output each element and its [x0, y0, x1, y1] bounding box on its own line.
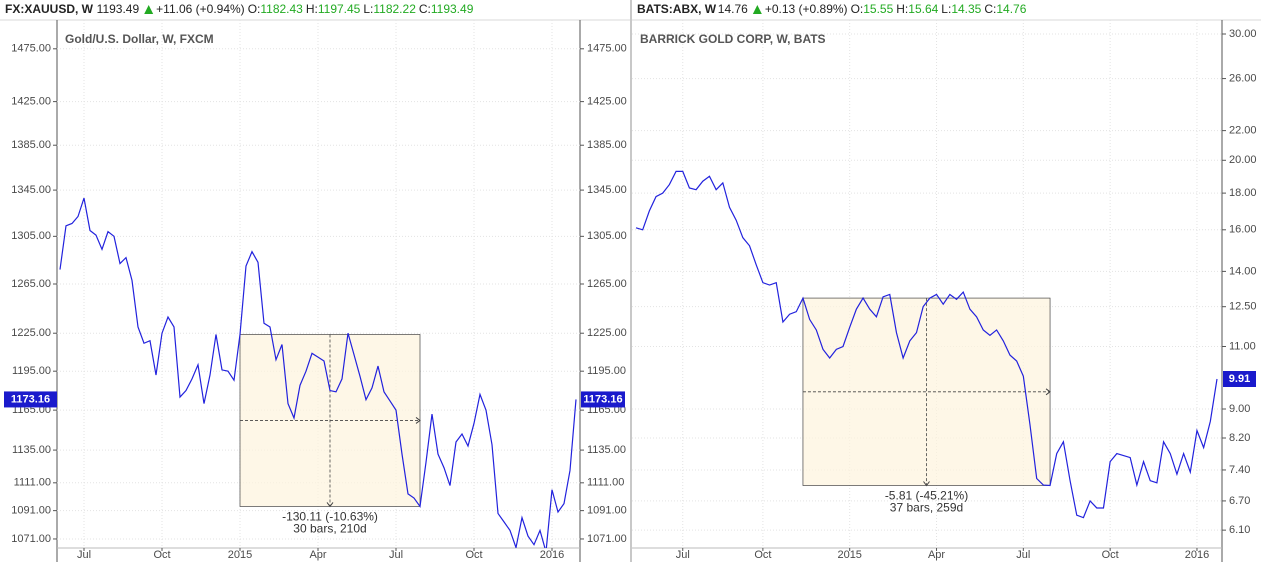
- header-text: O:: [851, 2, 864, 16]
- y-tick-label: 1225.00: [11, 327, 51, 339]
- measure-arrow: [1045, 388, 1051, 396]
- x-tick-label: Oct: [465, 549, 482, 561]
- y-tick-label: 1071.00: [11, 533, 51, 545]
- y-tick-label: 1385.00: [587, 139, 627, 151]
- y-tick-label: 8.20: [1229, 432, 1250, 444]
- y-tick-label: 30.00: [1229, 28, 1257, 40]
- header-text: 1193.49: [97, 2, 140, 16]
- measure-label: -5.81 (-45.21%): [885, 489, 968, 503]
- measure-label: 30 bars, 210d: [293, 522, 366, 536]
- y-tick-label: 1195.00: [12, 365, 51, 377]
- y-tick-label: 1425.00: [11, 96, 51, 108]
- measure-arrow: [415, 417, 421, 424]
- y-tick-label: 1135.00: [587, 444, 626, 456]
- header-text: L:: [941, 2, 951, 16]
- y-tick-label: 1091.00: [11, 505, 51, 517]
- y-tick-label: 1111.00: [14, 477, 51, 489]
- x-tick-label: 2015: [228, 549, 252, 561]
- price-badge: [4, 391, 57, 408]
- x-tick-label: Oct: [754, 549, 771, 561]
- y-tick-label: 1265.00: [587, 278, 627, 290]
- y-tick-label: 26.00: [1229, 72, 1257, 84]
- x-tick-label: Jul: [77, 549, 91, 561]
- x-tick-label: 2016: [540, 549, 564, 561]
- x-tick-label: Oct: [153, 549, 170, 561]
- measure-label: 37 bars, 259d: [890, 501, 963, 515]
- x-tick-label: 2015: [837, 549, 861, 561]
- y-tick-label: 20.00: [1229, 154, 1257, 166]
- y-tick-label: 7.40: [1229, 464, 1250, 476]
- measure-label: -130.11 (-10.63%): [282, 510, 378, 524]
- header-text: 1182.22: [373, 2, 416, 16]
- y-tick-label: 1305.00: [11, 230, 51, 242]
- header-text: 1193.49: [431, 2, 474, 16]
- header-text: H:: [306, 2, 318, 16]
- header-text: +0.13 (+0.89%): [765, 2, 848, 16]
- y-tick-label: 1385.00: [11, 139, 51, 151]
- y-tick-label: 6.10: [1229, 524, 1250, 536]
- y-tick-label: 12.50: [1229, 301, 1257, 313]
- y-tick-label: 1071.00: [587, 533, 627, 545]
- header-text: L:: [363, 2, 373, 16]
- header-text: FX:XAUUSD, W: [5, 2, 94, 16]
- header-text: 1197.45: [318, 2, 361, 16]
- x-tick-label: Apr: [309, 549, 326, 561]
- y-tick-label: 16.00: [1229, 224, 1257, 236]
- x-tick-label: Jul: [389, 549, 403, 561]
- y-tick-label: 1135.00: [12, 444, 51, 456]
- header-text: H:: [896, 2, 908, 16]
- header-text: 14.35: [951, 2, 981, 16]
- measure-arrow: [923, 481, 930, 487]
- y-tick-label: 18.00: [1229, 187, 1257, 199]
- y-tick-label: 1091.00: [587, 505, 627, 517]
- x-tick-label: Apr: [928, 549, 945, 561]
- header-text: 15.55: [863, 2, 893, 16]
- price-badge-label: 1173.16: [11, 393, 50, 405]
- header-text: C:: [984, 2, 996, 16]
- y-tick-label: 1345.00: [587, 184, 627, 196]
- price-badge: [581, 391, 625, 408]
- price-badge: [1223, 370, 1256, 387]
- price-line: [59, 197, 577, 548]
- header-text: 14.76: [996, 2, 1026, 16]
- y-tick-label: 6.70: [1229, 495, 1250, 507]
- chart-title: BARRICK GOLD CORP, W, BATS: [640, 32, 826, 46]
- y-tick-label: 1425.00: [587, 96, 627, 108]
- up-arrow: [144, 5, 154, 14]
- y-tick-label: 1195.00: [587, 365, 626, 377]
- measure-arrow: [326, 502, 334, 508]
- y-tick-label: 1475.00: [11, 43, 51, 55]
- y-tick-label: 11.00: [1229, 340, 1256, 352]
- x-tick-label: 2016: [1185, 549, 1209, 561]
- y-tick-label: 1225.00: [587, 327, 627, 339]
- header-text: BATS:ABX, W: [637, 2, 717, 16]
- x-tick-label: Oct: [1102, 549, 1119, 561]
- x-tick-label: Jul: [1016, 549, 1030, 561]
- header-text: 1182.43: [260, 2, 303, 16]
- x-tick-label: Jul: [676, 549, 690, 561]
- header-text: O:: [248, 2, 261, 16]
- header-text: +11.06 (+0.94%): [156, 2, 245, 16]
- y-tick-label: 1475.00: [587, 43, 627, 55]
- price-badge-label: 9.91: [1229, 373, 1250, 385]
- y-tick-label: 1111.00: [587, 477, 624, 489]
- y-tick-label: 1305.00: [587, 230, 627, 242]
- up-arrow: [752, 5, 762, 14]
- price-line: [635, 170, 1218, 519]
- header-text: C:: [419, 2, 431, 16]
- y-tick-label: 14.00: [1229, 265, 1257, 277]
- header-text: 14.76: [718, 2, 748, 16]
- header-text: 15.64: [908, 2, 938, 16]
- chart-title: Gold/U.S. Dollar, W, FXCM: [65, 32, 214, 46]
- y-tick-label: 1265.00: [11, 278, 51, 290]
- y-tick-label: 1345.00: [11, 184, 51, 196]
- y-tick-label: 9.00: [1229, 403, 1250, 415]
- y-tick-label: 22.00: [1229, 125, 1257, 137]
- price-badge-label: 1173.16: [583, 393, 622, 405]
